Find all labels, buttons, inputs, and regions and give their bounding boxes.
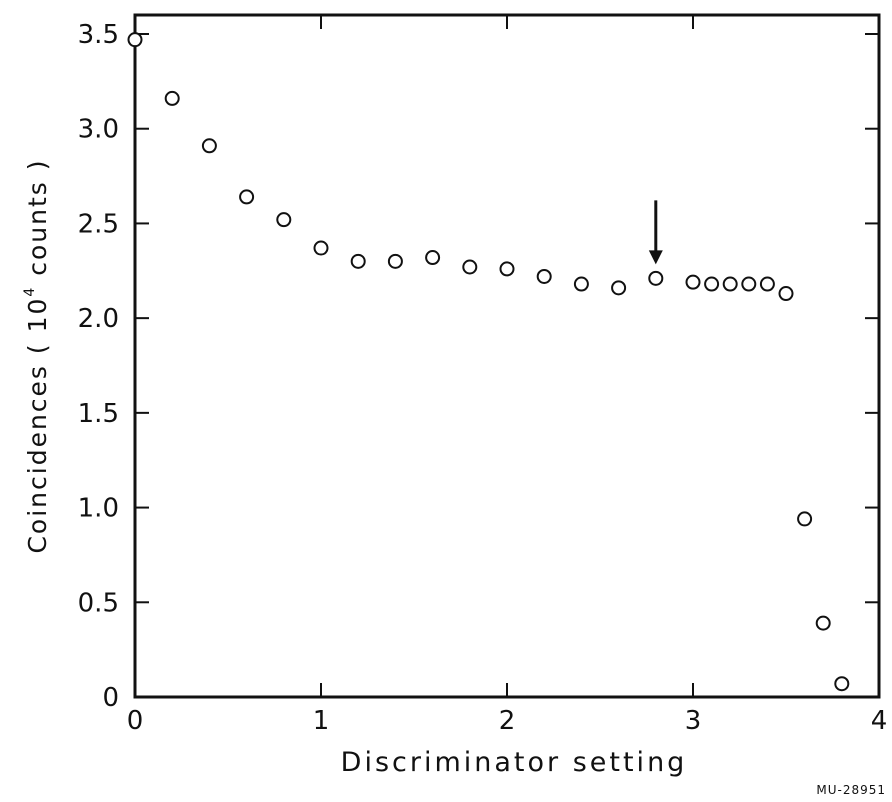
data-point: [759, 276, 775, 292]
arrow-annotation: [648, 200, 663, 265]
data-point: [276, 212, 292, 228]
y-tick-label: 1.0: [78, 494, 119, 524]
data-point: [741, 276, 757, 292]
y-tick-label: 2.5: [78, 209, 119, 239]
y-axis-label: Coincidences ( 104 counts ): [22, 158, 52, 553]
data-point: [239, 189, 255, 205]
y-tick-label: 3.5: [78, 20, 119, 50]
data-point: [499, 261, 515, 277]
data-point: [611, 280, 627, 296]
data-point: [313, 240, 329, 256]
y-tick-label: 1.5: [78, 399, 119, 429]
data-point: [201, 138, 217, 154]
x-tick-label: 0: [127, 706, 144, 736]
reference-id: MU-28951: [816, 783, 886, 797]
x-tick-label: 1: [313, 706, 330, 736]
y-tick-label: 2.0: [78, 304, 119, 334]
data-point: [573, 276, 589, 292]
annotations: [648, 200, 663, 265]
data-point: [834, 676, 850, 692]
data-point: [778, 286, 794, 302]
data-point: [536, 268, 552, 284]
y-axis-label-exponent: 4: [22, 286, 38, 297]
data-point: [815, 615, 831, 631]
data-point: [164, 90, 180, 106]
y-axis-label-prefix: Coincidences ( 10: [23, 297, 52, 554]
x-tick-label: 4: [871, 706, 888, 736]
y-axis-ticks: 0 0.5 1.0 1.5 2.0 2.5 3.0 3.5: [78, 20, 879, 713]
y-axis-label-suffix: counts ): [23, 158, 52, 285]
data-point: [704, 276, 720, 292]
data-point: [425, 250, 441, 266]
y-tick-label: 0.5: [78, 588, 119, 618]
y-tick-label: 0: [102, 683, 119, 713]
data-point: [462, 259, 478, 275]
data-point: [127, 32, 143, 48]
plot-frame: [133, 13, 881, 699]
data-point: [648, 270, 664, 286]
data-point: [350, 253, 366, 269]
data-point: [722, 276, 738, 292]
x-axis-label: Discriminator setting: [341, 747, 688, 778]
x-tick-label: 2: [499, 706, 516, 736]
data-point: [797, 511, 813, 527]
x-axis-ticks: 0 1 2 3 4: [127, 15, 888, 736]
x-tick-label: 3: [685, 706, 702, 736]
y-tick-label: 3.0: [78, 115, 119, 145]
data-points: [127, 32, 850, 692]
data-point: [685, 274, 701, 290]
data-point: [387, 253, 403, 269]
